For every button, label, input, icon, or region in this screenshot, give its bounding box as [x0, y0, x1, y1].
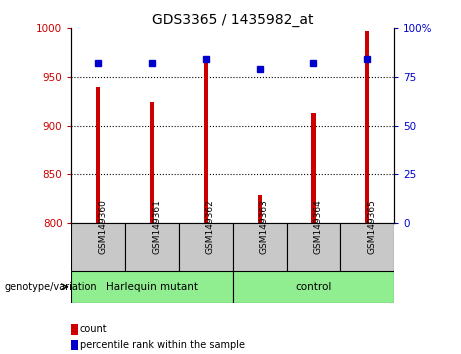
Text: GSM149362: GSM149362 [206, 199, 215, 254]
Bar [233, 271, 394, 303]
Text: percentile rank within the sample: percentile rank within the sample [80, 340, 245, 350]
Bar [258, 195, 262, 223]
Bar [287, 223, 340, 271]
Bar [233, 223, 287, 271]
Bar [150, 102, 154, 223]
Bar [71, 271, 233, 303]
Text: GSM149363: GSM149363 [260, 199, 269, 254]
Text: count: count [80, 324, 107, 334]
Text: GSM149364: GSM149364 [313, 199, 323, 254]
Title: GDS3365 / 1435982_at: GDS3365 / 1435982_at [152, 13, 313, 27]
Bar [179, 223, 233, 271]
Bar [340, 223, 394, 271]
Text: genotype/variation: genotype/variation [5, 282, 97, 292]
Text: Harlequin mutant: Harlequin mutant [106, 282, 198, 292]
Bar [311, 113, 316, 223]
Bar [96, 87, 100, 223]
Bar [125, 223, 179, 271]
Bar [71, 223, 125, 271]
Text: control: control [296, 282, 331, 292]
Bar [365, 31, 369, 223]
Text: GSM149360: GSM149360 [98, 199, 107, 254]
Text: GSM149365: GSM149365 [367, 199, 376, 254]
Bar [204, 62, 208, 223]
Text: GSM149361: GSM149361 [152, 199, 161, 254]
